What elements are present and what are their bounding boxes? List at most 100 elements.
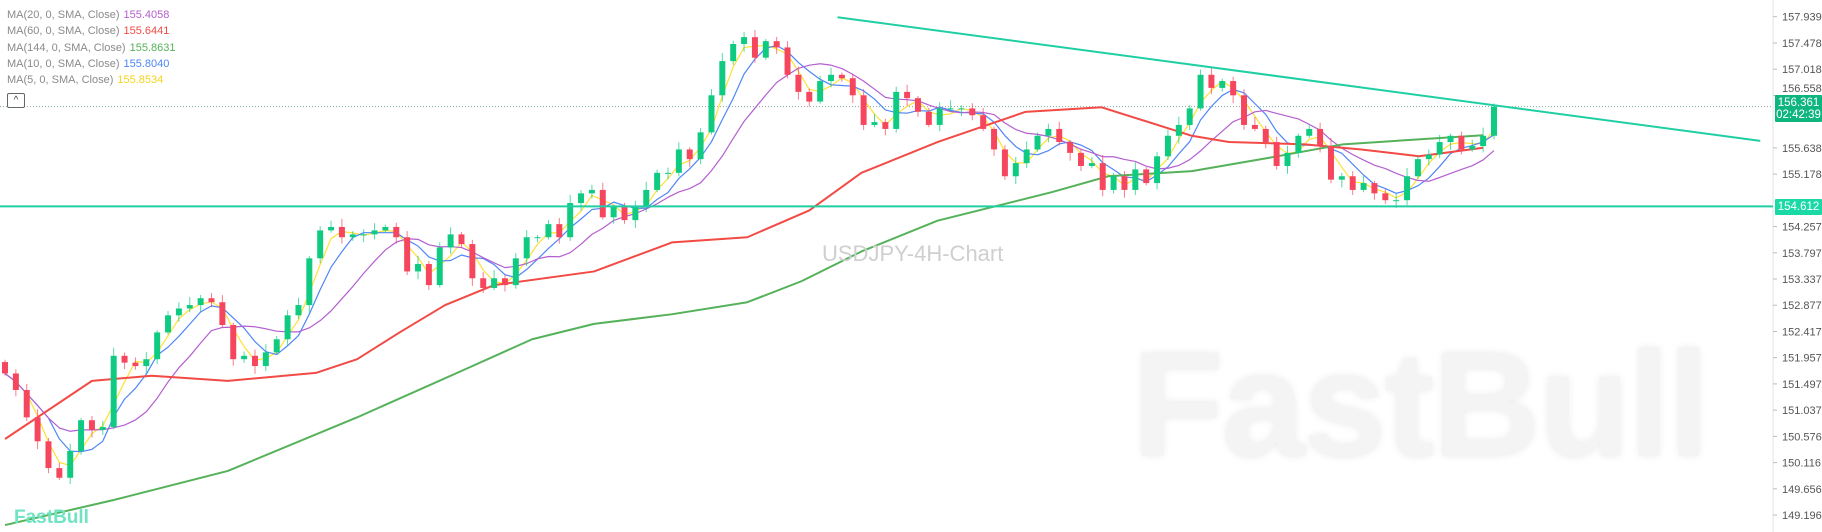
candle	[860, 89, 867, 130]
candle	[121, 352, 128, 370]
candle-body	[621, 207, 628, 221]
candle	[491, 270, 498, 291]
legend-value: 155.8534	[117, 74, 164, 87]
candle-body	[632, 207, 639, 221]
legend-ma5[interactable]: MA(5, 0, SMA, Close) 155.8534	[7, 72, 175, 88]
candle-body	[675, 149, 682, 173]
last-price-tag: 156.361 02:42:39	[1775, 95, 1822, 122]
candle-body	[599, 189, 606, 218]
candle	[208, 293, 215, 308]
candle	[154, 330, 161, 365]
candle	[284, 310, 291, 346]
candle-body	[523, 237, 530, 259]
candle-body	[78, 420, 85, 451]
candle-body	[1154, 156, 1161, 184]
candle-body	[2, 362, 8, 374]
candle-body	[1382, 193, 1389, 201]
ma-line-144	[4, 134, 1484, 527]
candle	[1469, 139, 1476, 152]
candle	[1306, 124, 1313, 139]
candle-body	[447, 234, 454, 248]
candle	[447, 227, 454, 254]
candle-body	[545, 224, 552, 238]
legend-ma144[interactable]: MA(144, 0, SMA, Close) 155.8631	[7, 40, 175, 56]
candle-body	[469, 244, 476, 279]
candle	[893, 86, 900, 133]
candle-body	[1045, 128, 1052, 136]
candle	[338, 218, 345, 244]
candle-body	[165, 315, 172, 333]
candle-body	[534, 237, 541, 239]
candle-body	[1273, 142, 1280, 166]
axis-tick-label: 157.478	[1782, 38, 1822, 50]
candle	[425, 260, 432, 291]
legend-value: 155.8631	[129, 41, 176, 54]
axis-tick-label: 153.797	[1782, 248, 1822, 260]
axis-tick-label: 156.558	[1782, 83, 1822, 95]
axis-tick-label: 150.576	[1782, 431, 1822, 443]
candle	[773, 36, 780, 54]
price-axis[interactable]: 157.939 157.478 157.018 156.558 155.638 155.1…	[1772, 0, 1822, 532]
candle-body	[1012, 163, 1019, 177]
candle	[795, 66, 802, 100]
candle	[1154, 152, 1161, 190]
candle-body	[1480, 135, 1487, 147]
candle	[1121, 171, 1128, 198]
candle	[295, 297, 302, 319]
candle-body	[762, 41, 769, 58]
candle-body	[1251, 124, 1258, 129]
candle-body	[219, 302, 226, 326]
candle	[1164, 129, 1171, 160]
candle-body	[132, 362, 139, 367]
candle-body	[415, 264, 421, 272]
legend-ma20[interactable]: MA(20, 0, SMA, Close) 155.4058	[7, 7, 175, 23]
candle	[523, 230, 530, 267]
candle-body	[1458, 135, 1465, 150]
candle-body	[1034, 135, 1041, 150]
legend-value: 155.4058	[123, 9, 170, 21]
candle-body	[1436, 142, 1443, 155]
candle-body	[1164, 135, 1171, 157]
candle	[371, 223, 378, 240]
candle	[556, 217, 563, 244]
candle-body	[1175, 124, 1182, 136]
candle	[991, 126, 998, 156]
candle-body	[828, 74, 835, 82]
candle	[567, 194, 574, 241]
candle	[512, 253, 519, 289]
fastbull-logo: FastBull	[14, 507, 89, 528]
candle-body	[436, 247, 443, 286]
legend-ma60[interactable]: MA(60, 0, SMA, Close) 155.6441	[7, 23, 175, 39]
candle	[664, 167, 671, 180]
candle	[1262, 125, 1269, 149]
candle-body	[1306, 128, 1313, 136]
candle-body	[947, 108, 954, 110]
candle	[1251, 116, 1258, 132]
candle	[817, 75, 824, 104]
candle-body	[284, 315, 291, 340]
candle-body	[458, 234, 465, 245]
candle	[110, 347, 117, 430]
collapse-legend-button[interactable]: ^	[7, 93, 25, 108]
candle	[980, 108, 987, 132]
candle	[230, 322, 237, 366]
legend-ma10[interactable]: MA(10, 0, SMA, Close) 155.8040	[7, 56, 175, 72]
candle-body	[88, 420, 95, 430]
candle	[1132, 162, 1139, 195]
candle-body	[34, 417, 41, 442]
candle-body	[404, 237, 411, 272]
candle	[708, 89, 715, 135]
candle	[588, 184, 595, 199]
candle	[1327, 137, 1334, 184]
candle	[251, 349, 258, 374]
candle	[262, 344, 269, 372]
candle-body	[817, 81, 824, 102]
candle-body	[980, 115, 987, 129]
candle-body	[197, 298, 204, 306]
candle-body	[556, 224, 563, 238]
descending-trendline[interactable]	[837, 16, 1761, 142]
candle	[1447, 133, 1454, 150]
candle-body	[512, 258, 519, 286]
candle	[219, 295, 226, 328]
